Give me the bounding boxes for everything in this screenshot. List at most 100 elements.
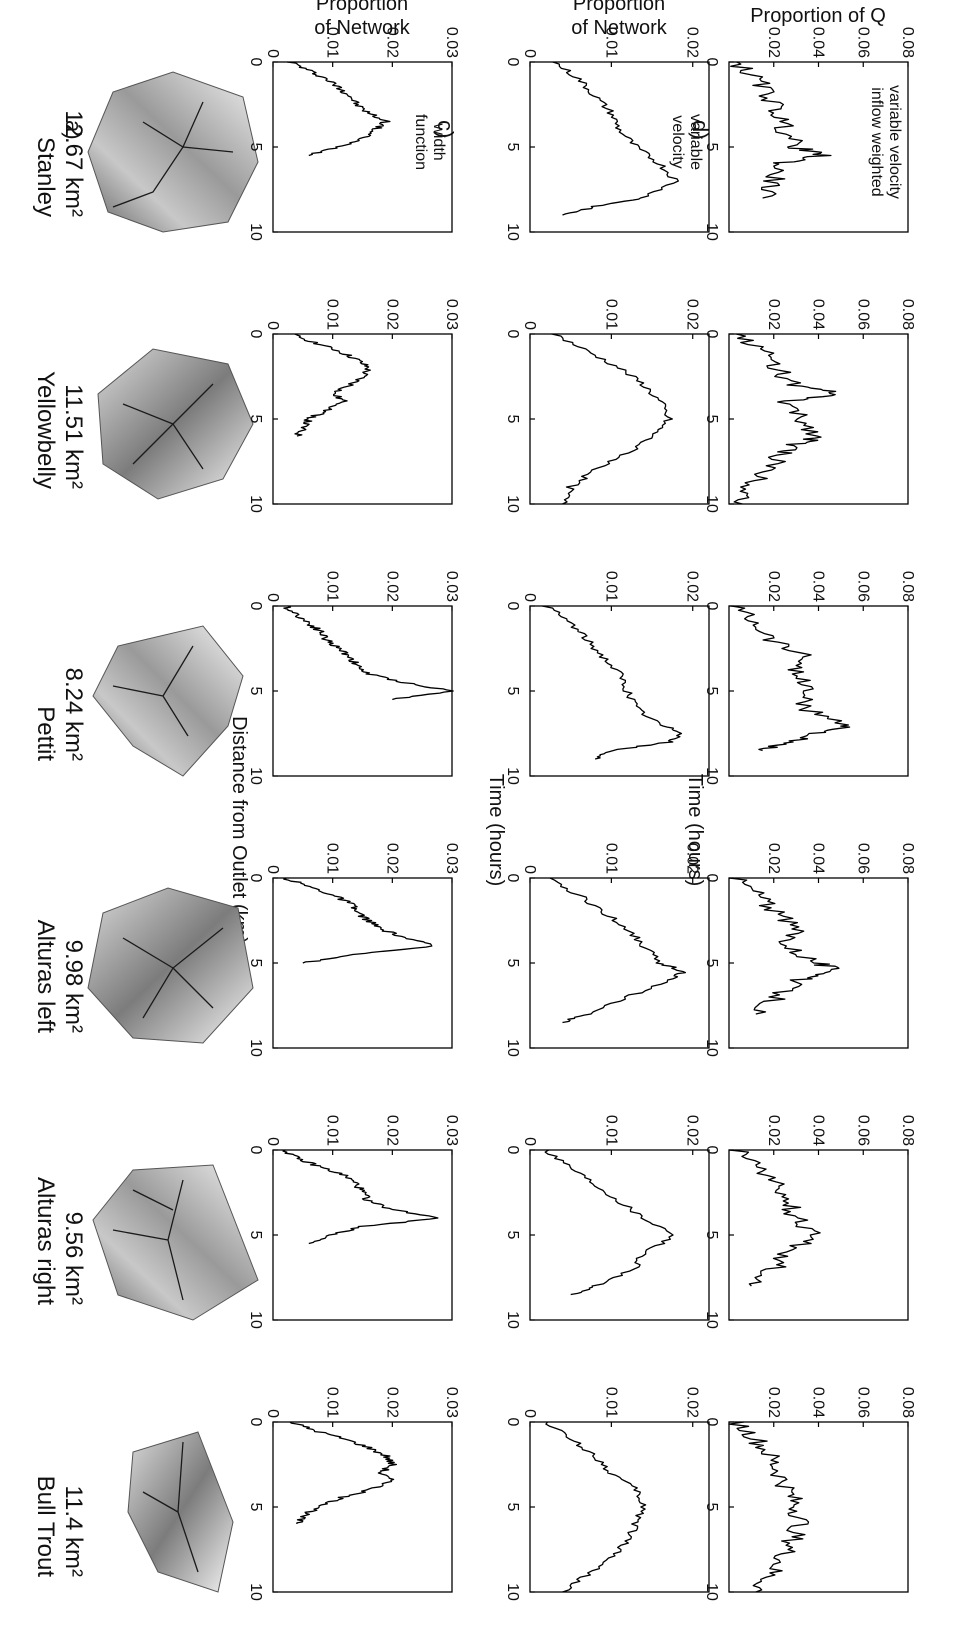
x-tick-label: 10 [504, 1311, 521, 1329]
stream-network [142, 1441, 199, 1573]
basin-relief-image [92, 625, 244, 777]
panel-b-6: 0 5 10 0 0.01 0.02 0.03 [247, 1387, 460, 1601]
panel-b-3: 0 5 10 0 0.01 0.02 0.03 [247, 571, 460, 785]
x-tick-label: 10 [247, 767, 264, 785]
y-tick-label: 0.02 [765, 299, 782, 330]
panel-frame [272, 605, 453, 777]
y-tick-label: 0.02 [684, 1115, 701, 1146]
x-tick-label: 5 [247, 1231, 264, 1240]
panel-d-5: 0 5 10 0.02 0.04 0.06 0.08 [703, 1115, 916, 1329]
series-line-stanley [287, 61, 391, 157]
y-tick-label: 0.02 [765, 571, 782, 602]
panel-frame [529, 605, 710, 777]
y-tick-label: 0.02 [765, 1387, 782, 1418]
x-tick-label: 5 [504, 415, 521, 424]
row-y-axis-label: Proportion [316, 0, 408, 15]
y-tick-label: 0.02 [684, 843, 701, 874]
x-tick-label: 0 [703, 1146, 720, 1155]
x-tick-label: 5 [703, 1503, 720, 1512]
panel-frame [728, 333, 909, 505]
x-tick-label: 5 [247, 143, 264, 152]
basin-name: Yellowbelly [32, 371, 59, 489]
x-tick-label: 5 [504, 143, 521, 152]
y-tick-label: 0 [521, 1137, 538, 1146]
y-tick-label: 0.06 [854, 299, 871, 330]
y-tick-label: 0.04 [810, 843, 827, 874]
x-tick-label: 10 [703, 495, 720, 513]
x-tick-label: 5 [504, 1503, 521, 1512]
x-tick-label: 0 [247, 1146, 264, 1155]
panel-frame [529, 877, 710, 1049]
y-tick-label: 0.02 [684, 571, 701, 602]
y-tick-label: 0.02 [383, 1387, 400, 1418]
x-tick-label: 0 [504, 602, 521, 611]
y-tick-label: 0.03 [443, 27, 460, 58]
x-tick-label: 0 [504, 874, 521, 883]
x-tick-label: 0 [703, 1418, 720, 1427]
y-tick-label: 0.03 [443, 1387, 460, 1418]
x-tick-label: 10 [504, 767, 521, 785]
x-tick-label: 0 [504, 1146, 521, 1155]
series-line-bull-trout [545, 1421, 647, 1593]
x-tick-label: 5 [504, 959, 521, 968]
y-tick-label: 0.02 [383, 843, 400, 874]
panel-b-5: 0 5 10 0 0.01 0.02 0.03 [247, 1115, 460, 1329]
x-tick-label: 0 [504, 58, 521, 67]
y-tick-label: 0.02 [684, 1387, 701, 1418]
y-tick-label: 0.08 [899, 27, 916, 58]
panel-c-4: 0 5 10 0 0.01 0.02 [504, 843, 710, 1057]
basin-outline [87, 887, 254, 1044]
basin-outline [87, 71, 259, 233]
x-tick-label: 5 [703, 959, 720, 968]
panel-d-2: 0 5 10 0.02 0.04 0.06 0.08 [703, 299, 916, 513]
x-tick-label: 10 [247, 1583, 264, 1601]
basin-area: 12.67 km² [60, 110, 87, 217]
x-tick-label: 0 [703, 602, 720, 611]
series-line-pettit [542, 605, 683, 760]
panel-frame [272, 877, 453, 1049]
y-tick-label: 0.01 [324, 1387, 341, 1418]
series-line-alturas-right [728, 1149, 821, 1287]
basin-outline [92, 1164, 259, 1321]
panel-annotation: function [412, 114, 429, 170]
series-line-stanley [552, 61, 679, 216]
x-tick-label: 0 [504, 1418, 521, 1427]
x-axis-label: Time (hours) [485, 774, 507, 887]
basin-outline [127, 1431, 234, 1593]
y-tick-label: 0.03 [443, 843, 460, 874]
panel-b-2: 0 5 10 0 0.01 0.02 0.03 [247, 299, 460, 513]
basin-area: 11.51 km² [60, 384, 87, 489]
panel-frame [272, 1421, 453, 1593]
panel-frame [529, 333, 710, 505]
y-tick-label: 0 [264, 1137, 281, 1146]
y-tick-label: 0.02 [383, 27, 400, 58]
panel-annotation: variable [687, 114, 704, 170]
panel-d-3: 0 5 10 0.02 0.04 0.06 0.08 [703, 571, 916, 785]
series-line-alturas-right [282, 1149, 439, 1245]
y-tick-label: 0.01 [602, 299, 619, 330]
y-tick-label: 0.03 [443, 1115, 460, 1146]
basin-outline [97, 348, 254, 500]
x-tick-label: 10 [504, 1039, 521, 1057]
x-axis-label: Distance from Outlet (km) [228, 716, 250, 944]
x-tick-label: 10 [504, 1583, 521, 1601]
row-y-axis-label: of Network [314, 17, 411, 39]
x-tick-label: 0 [247, 602, 264, 611]
panel-c-6: 0 5 10 0 0.01 0.02 [504, 1387, 710, 1601]
x-tick-label: 10 [247, 223, 264, 241]
x-tick-label: 10 [703, 767, 720, 785]
basin-area: 9.56 km² [60, 1212, 87, 1305]
basin-area: 9.98 km² [60, 940, 87, 1033]
x-tick-label: 5 [247, 1503, 264, 1512]
series-line-bull-trout [728, 1421, 810, 1593]
y-tick-label: 0.04 [810, 1387, 827, 1418]
basin-outline [92, 625, 244, 777]
y-tick-label: 0.01 [324, 571, 341, 602]
y-tick-label: 0 [264, 865, 281, 874]
y-tick-label: 0.06 [854, 843, 871, 874]
series-line-alturas-left [283, 877, 433, 964]
row-y-axis-label: Proportion of Q [750, 5, 886, 27]
x-tick-label: 0 [247, 58, 264, 67]
